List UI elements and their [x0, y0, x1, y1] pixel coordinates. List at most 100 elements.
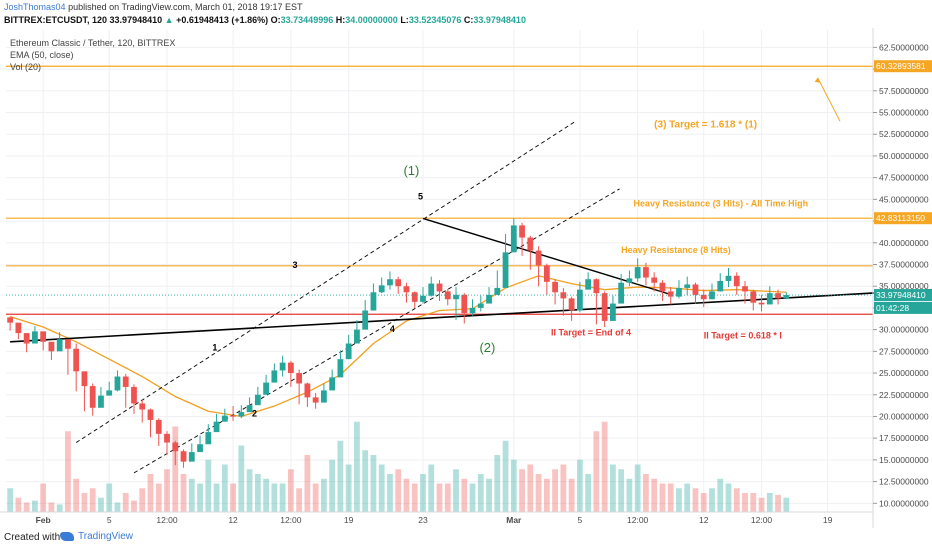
wave-label: (2) — [479, 340, 495, 355]
publish-date: published on TradingView.com, March 01, … — [68, 2, 303, 12]
volume-bar — [395, 469, 402, 512]
x-tick-label: 12:00 — [627, 515, 649, 525]
volume-bar — [98, 497, 104, 512]
high-label: H: — [335, 15, 346, 25]
candle-body — [436, 283, 443, 292]
volume-bar — [89, 488, 96, 512]
candle-body — [634, 267, 641, 279]
candle-body — [378, 285, 385, 293]
y-tick-label: 35.00000000 — [879, 281, 929, 291]
volume-bar — [535, 474, 542, 512]
x-tick-label: 23 — [418, 515, 428, 525]
volume-bar — [742, 493, 748, 512]
y-tick-label: 52.50000000 — [879, 129, 929, 139]
volume-bar — [601, 421, 608, 512]
candle-body — [411, 292, 418, 302]
volume-bar — [634, 464, 641, 512]
candle-body — [494, 287, 501, 295]
volume-bar — [287, 469, 294, 512]
close-label: C: — [463, 15, 474, 25]
volume-bar — [122, 493, 129, 512]
y-tick-label: 50.00000000 — [879, 151, 929, 161]
volume-bar — [568, 478, 575, 512]
price-chart[interactable]: (3) Target = 1.618 * (1) Heavy Resistance… — [0, 28, 932, 528]
wave-label: 5 — [418, 191, 423, 201]
candle-body — [345, 343, 352, 360]
candle-body — [7, 317, 14, 323]
x-tick-label: 19 — [823, 515, 833, 525]
candle-body — [601, 293, 608, 321]
level-price-tag — [874, 212, 932, 225]
tradingview-brand: TradingView — [78, 531, 134, 542]
candle-body — [362, 310, 369, 330]
candle-body — [585, 279, 592, 290]
x-tick-label: 12:00 — [280, 515, 302, 525]
volume-bar — [659, 483, 666, 512]
chart-background — [0, 28, 932, 528]
candle-body — [684, 284, 691, 288]
y-tick-label: 15.00000000 — [879, 455, 929, 465]
candle-body — [387, 279, 393, 286]
volume-bar — [180, 474, 187, 512]
candle-body — [279, 362, 286, 371]
candle-body — [254, 394, 261, 406]
candle-body — [725, 275, 732, 281]
volume-bar — [775, 494, 781, 512]
candle-body — [692, 284, 699, 295]
volume-bar — [576, 459, 583, 512]
candle-body — [403, 286, 410, 293]
y-tick-label: 45.00000000 — [879, 194, 929, 204]
x-tick-label: 5 — [578, 515, 583, 525]
y-tick-label: 17.50000000 — [879, 433, 929, 443]
candle-body — [527, 237, 534, 251]
volume-bar — [56, 504, 63, 512]
volume-bar — [420, 474, 426, 512]
x-tick-label: 12 — [699, 515, 709, 525]
volume-bar — [205, 459, 212, 512]
candle-body — [610, 303, 616, 321]
volume-bar — [758, 497, 765, 512]
author-link[interactable]: JoshThomas04 — [4, 2, 66, 12]
candle-body — [147, 409, 154, 420]
candle-body — [296, 373, 303, 384]
candle-body — [568, 298, 575, 311]
countdown-label: 01:42:28 — [876, 303, 909, 313]
volume-bar — [221, 464, 228, 512]
volume-bar — [345, 464, 352, 512]
volume-bar — [48, 502, 55, 512]
candle-body — [651, 277, 658, 283]
wave-label: 4 — [390, 324, 395, 334]
tradingview-logo[interactable]: TradingView — [60, 531, 133, 542]
volume-bar — [387, 474, 393, 512]
volume-bar — [700, 493, 707, 512]
last-price-tag — [874, 289, 932, 302]
volume-bar — [279, 483, 286, 512]
candle-body — [783, 295, 790, 299]
candle-body — [576, 289, 583, 311]
y-tick-label: 27.50000000 — [879, 346, 929, 356]
candle-body — [477, 303, 484, 308]
volume-bar — [197, 483, 203, 512]
volume-bar — [65, 431, 71, 512]
arrow-head-icon — [814, 77, 820, 83]
candle-body — [552, 281, 558, 293]
volume-bar — [73, 478, 80, 512]
y-tick-label: 40.00000000 — [879, 238, 929, 248]
candle-body — [626, 278, 633, 283]
volume-bar — [147, 474, 154, 512]
x-tick-label: 5 — [107, 515, 112, 525]
volume-bar — [378, 464, 385, 512]
volume-bar — [312, 483, 319, 512]
volume-bar — [510, 459, 517, 512]
candle-body — [114, 376, 121, 391]
volume-bar — [230, 483, 236, 512]
candle-body — [643, 267, 649, 278]
candle-body — [519, 225, 525, 238]
last-price: 33.97948410 — [109, 15, 163, 25]
level-price-tag — [874, 60, 932, 73]
legend-ema: EMA (50, close) — [10, 50, 74, 60]
volume-bar — [172, 426, 179, 512]
volume-bar — [254, 474, 261, 512]
volume-bar — [676, 488, 682, 512]
volume-bar — [131, 500, 137, 512]
